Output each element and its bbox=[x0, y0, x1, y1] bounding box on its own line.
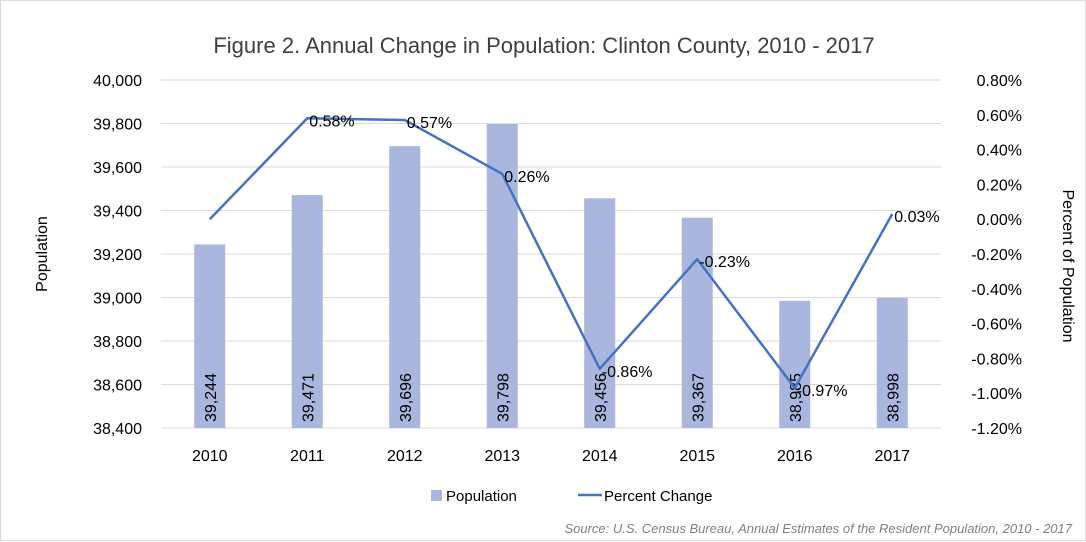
legend-percent-change-label: Percent Change bbox=[604, 488, 712, 505]
left-axis-tick-label: 38,600 bbox=[93, 378, 142, 395]
right-axis-tick-label: -0.80% bbox=[971, 351, 1022, 368]
x-axis-tick-label: 2016 bbox=[777, 448, 813, 465]
population-data-label: 39,456 bbox=[593, 373, 610, 422]
right-axis-tick-label: -1.00% bbox=[971, 386, 1022, 403]
left-axis-tick-label: 38,800 bbox=[93, 334, 142, 351]
right-axis-tick-label: -1.20% bbox=[971, 421, 1022, 438]
right-axis-title: Percent of Population bbox=[1059, 190, 1076, 343]
percent-change-data-label: 0.58% bbox=[309, 113, 354, 130]
left-axis-tick-label: 39,800 bbox=[93, 117, 142, 134]
x-axis-tick-label: 2014 bbox=[582, 448, 618, 465]
source-note: Source: U.S. Census Bureau, Annual Estim… bbox=[564, 521, 1072, 536]
right-axis-tick-label: -0.40% bbox=[971, 282, 1022, 299]
population-bar bbox=[876, 297, 908, 428]
percent-change-data-label: -0.97% bbox=[797, 383, 848, 400]
population-bars bbox=[194, 123, 908, 428]
x-axis-tick-label: 2011 bbox=[290, 448, 325, 465]
right-axis-tick-label: 0.40% bbox=[977, 143, 1022, 160]
legend: Population Percent Change bbox=[431, 488, 712, 505]
left-axis-tick-label: 39,200 bbox=[93, 247, 142, 264]
left-axis-tick-label: 39,400 bbox=[93, 204, 142, 221]
percent-change-data-labels: 0.58% 0.57% 0.26% -0.86% -0.23% -0.97% 0.03% bbox=[309, 113, 939, 400]
percent-change-data-label: -0.23% bbox=[699, 254, 750, 271]
population-data-label: 39,696 bbox=[398, 373, 415, 422]
population-bar bbox=[389, 146, 421, 428]
right-axis-tick-label: -0.60% bbox=[971, 317, 1022, 334]
left-axis-title: Population bbox=[34, 216, 51, 292]
population-data-labels: 39,244 39,471 39,696 39,798 39,456 39,367 38,9… bbox=[203, 373, 903, 422]
right-axis-tick-label: 0.20% bbox=[977, 177, 1022, 194]
population-bar bbox=[194, 244, 226, 428]
right-axis-tick-label: -0.20% bbox=[971, 247, 1022, 264]
x-axis-tick-label: 2013 bbox=[484, 448, 520, 465]
right-axis-tick-labels: 0.80% 0.60% 0.40% 0.20% 0.00% -0.20% -0.40% -0.… bbox=[971, 73, 1022, 438]
population-data-label: 39,471 bbox=[300, 373, 317, 422]
x-axis-tick-label: 2017 bbox=[874, 448, 910, 465]
left-axis-tick-labels: 40,000 39,800 39,600 39,400 39,200 39,000 38,8… bbox=[93, 73, 142, 438]
percent-change-data-label: 0.03% bbox=[894, 209, 939, 226]
legend-population-swatch bbox=[431, 490, 442, 501]
percent-change-data-label: -0.86% bbox=[602, 364, 653, 381]
left-axis-tick-label: 40,000 bbox=[93, 73, 142, 90]
population-data-label: 39,798 bbox=[495, 373, 512, 422]
population-bar bbox=[779, 300, 811, 428]
population-bar bbox=[584, 198, 616, 428]
percent-change-data-label: 0.57% bbox=[407, 115, 452, 132]
percent-change-line bbox=[208, 117, 894, 390]
population-data-label: 39,367 bbox=[690, 373, 707, 422]
population-bar bbox=[681, 217, 713, 428]
percent-change-data-label: 0.26% bbox=[504, 169, 549, 186]
left-axis-tick-label: 38,400 bbox=[93, 421, 142, 438]
population-data-label: 39,244 bbox=[203, 373, 220, 422]
left-axis-tick-label: 39,000 bbox=[93, 291, 142, 308]
right-axis-tick-label: 0.60% bbox=[977, 108, 1022, 125]
population-data-label: 38,998 bbox=[885, 373, 902, 422]
x-axis-tick-labels: 2010 2011 2012 2013 2014 2015 2016 2017 bbox=[192, 448, 910, 465]
x-axis-tick-label: 2010 bbox=[192, 448, 228, 465]
population-bar bbox=[291, 195, 323, 428]
right-axis-tick-label: 0.00% bbox=[977, 212, 1022, 229]
x-axis-tick-label: 2015 bbox=[679, 448, 715, 465]
left-axis-tick-label: 39,600 bbox=[93, 160, 142, 177]
legend-population-label: Population bbox=[446, 488, 517, 505]
percent-change-line-path bbox=[208, 117, 894, 390]
chart-title: Figure 2. Annual Change in Population: C… bbox=[213, 33, 874, 58]
x-axis-tick-label: 2012 bbox=[387, 448, 423, 465]
right-axis-tick-label: 0.80% bbox=[977, 73, 1022, 90]
gridlines bbox=[161, 79, 941, 429]
